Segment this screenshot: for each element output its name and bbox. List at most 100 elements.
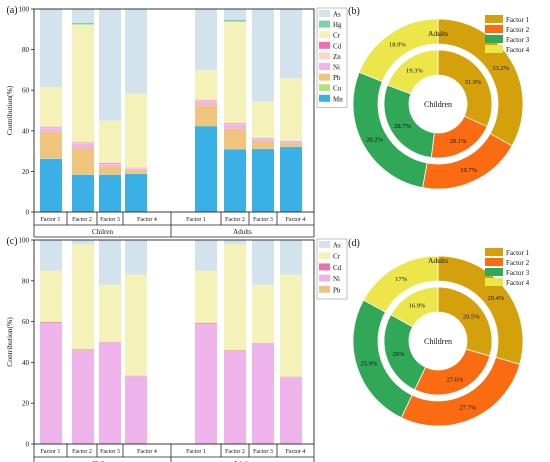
legend-swatch (319, 274, 330, 282)
inner-slice-label: 29.5% (463, 314, 480, 321)
bar-segment-ni (195, 324, 217, 444)
category-label: Factor 4 (137, 449, 157, 455)
legend-label: Factor 1 (506, 249, 530, 257)
bar-segment-pb (99, 166, 121, 175)
outer-ring-title: Adults (428, 256, 448, 265)
category-label: Factor 3 (100, 217, 120, 223)
outer-slice-label: 17% (395, 276, 408, 283)
bar-segment-cd (72, 349, 94, 350)
bar-segment-cd (224, 123, 246, 125)
bar-segment-pb (224, 350, 246, 352)
bar-segment-cd (224, 350, 246, 351)
legend-label: Cd (333, 42, 342, 50)
bar-segment-ni (252, 139, 274, 142)
bar-segment-cu (40, 158, 62, 159)
category-label: Factor 4 (286, 449, 306, 455)
outer-slice-label: 27.7% (459, 405, 476, 412)
category-label: Factor 2 (225, 217, 245, 223)
bar-segment-pb (195, 105, 217, 126)
inner-slice-label: 20.1% (450, 138, 467, 145)
bar-segment-as (40, 240, 62, 271)
bar-segment-zn (280, 141, 302, 142)
legend-swatch (319, 52, 330, 60)
bar-segment-cr (224, 244, 246, 351)
bar-segment-zn (99, 163, 121, 165)
y-tick-label: 100 (19, 6, 30, 14)
donut-panel-1: (d) 29.4% 27.7% 25.9% 17% 29.5% 27.6% 26% 16.9% A… (348, 238, 530, 427)
plot-frame (33, 239, 315, 445)
inner-slice-1 (437, 286, 493, 357)
bar-segment-cr (125, 93, 147, 168)
bar-segment-zn (224, 124, 246, 125)
inner-slice-1 (437, 49, 493, 128)
bar-segment-pb (72, 349, 94, 351)
bar-segment-zn (72, 143, 94, 144)
legend-label: Factor 4 (506, 279, 530, 287)
category-label: Factor 1 (186, 217, 206, 223)
bar-segment-mn (195, 126, 217, 212)
y-axis-label: Contribution(%) (5, 317, 14, 367)
legend-label: Pb (333, 286, 341, 294)
bar-segment-as (195, 9, 217, 70)
bar-segment-zn (125, 168, 147, 169)
legend-swatch (485, 268, 503, 276)
legend-swatch (319, 241, 330, 248)
category-label: Factor 1 (41, 217, 61, 223)
inner-slice-label: 26% (392, 351, 405, 358)
legend-swatch (319, 20, 330, 28)
outer-slice-label: 19.7% (460, 167, 477, 174)
legend-label: Factor 2 (506, 259, 530, 267)
bar-segment-pb (125, 170, 147, 174)
bar-segment-cr (99, 284, 121, 342)
legend-label: Cu (333, 85, 342, 93)
y-tick-label: 20 (22, 168, 30, 176)
legend-swatch (485, 35, 503, 43)
bar-segment-ni (99, 164, 121, 167)
category-label: Factor 1 (186, 449, 206, 455)
outer-slice-label: 28.2% (366, 136, 383, 143)
outer-slice-label: 33.2% (492, 65, 509, 72)
y-tick-label: 60 (22, 318, 30, 326)
y-tick-label: 60 (22, 87, 30, 95)
outer-slice-label: 25.9% (361, 361, 378, 368)
legend-label: Zn (333, 53, 341, 61)
bar-segment-zn (195, 100, 217, 102)
bar-segment-as (99, 9, 121, 121)
legend: As Hg Cr Cd Zn Ni Pb Cu Mn (316, 7, 348, 108)
legend-swatch (485, 248, 503, 256)
bar-segment-hg (72, 22, 94, 25)
bar-segment-cr (40, 270, 62, 323)
y-tick-label: 100 (19, 237, 30, 245)
bar-segment-as (224, 9, 246, 20)
bar-segment-ni (224, 124, 246, 129)
bar-segment-ni (72, 350, 94, 444)
center-label: Children (424, 100, 452, 109)
legend-swatch (485, 278, 503, 286)
legend-swatch (319, 94, 330, 102)
bar-segment-cr (99, 120, 121, 163)
bar-panel-1: (c) 0 20 40 60 80 100 Contribution(%) Factor 1 Fa… (5, 236, 348, 462)
legend: As Cr Cd Ni Pb (316, 238, 348, 300)
y-tick-label: 0 (26, 441, 30, 449)
legend-swatch (319, 84, 330, 92)
y-tick-label: 0 (26, 209, 30, 217)
panel-label: (b) (348, 6, 360, 17)
bar-segment-hg (224, 19, 246, 22)
y-tick-label: 20 (22, 400, 30, 408)
inner-slice-label: 31.9% (465, 79, 482, 86)
legend-label: Factor 3 (506, 36, 530, 44)
bar-segment-cr (224, 21, 246, 124)
bar-segment-mn (40, 158, 62, 212)
bar-segment-cd (72, 142, 94, 144)
legend-label: Factor 2 (506, 26, 530, 34)
center-label: Children (424, 337, 452, 346)
y-axis-label: Contribution(%) (5, 85, 14, 135)
bar-segment-mn (224, 149, 246, 212)
legend-swatch (319, 10, 330, 17)
legend-label: Cd (333, 264, 342, 272)
inner-slice-label: 16.9% (409, 303, 426, 310)
legend-label: Factor 4 (506, 46, 530, 54)
bar-segment-as (195, 240, 217, 271)
bar-segment-cr (72, 24, 94, 143)
